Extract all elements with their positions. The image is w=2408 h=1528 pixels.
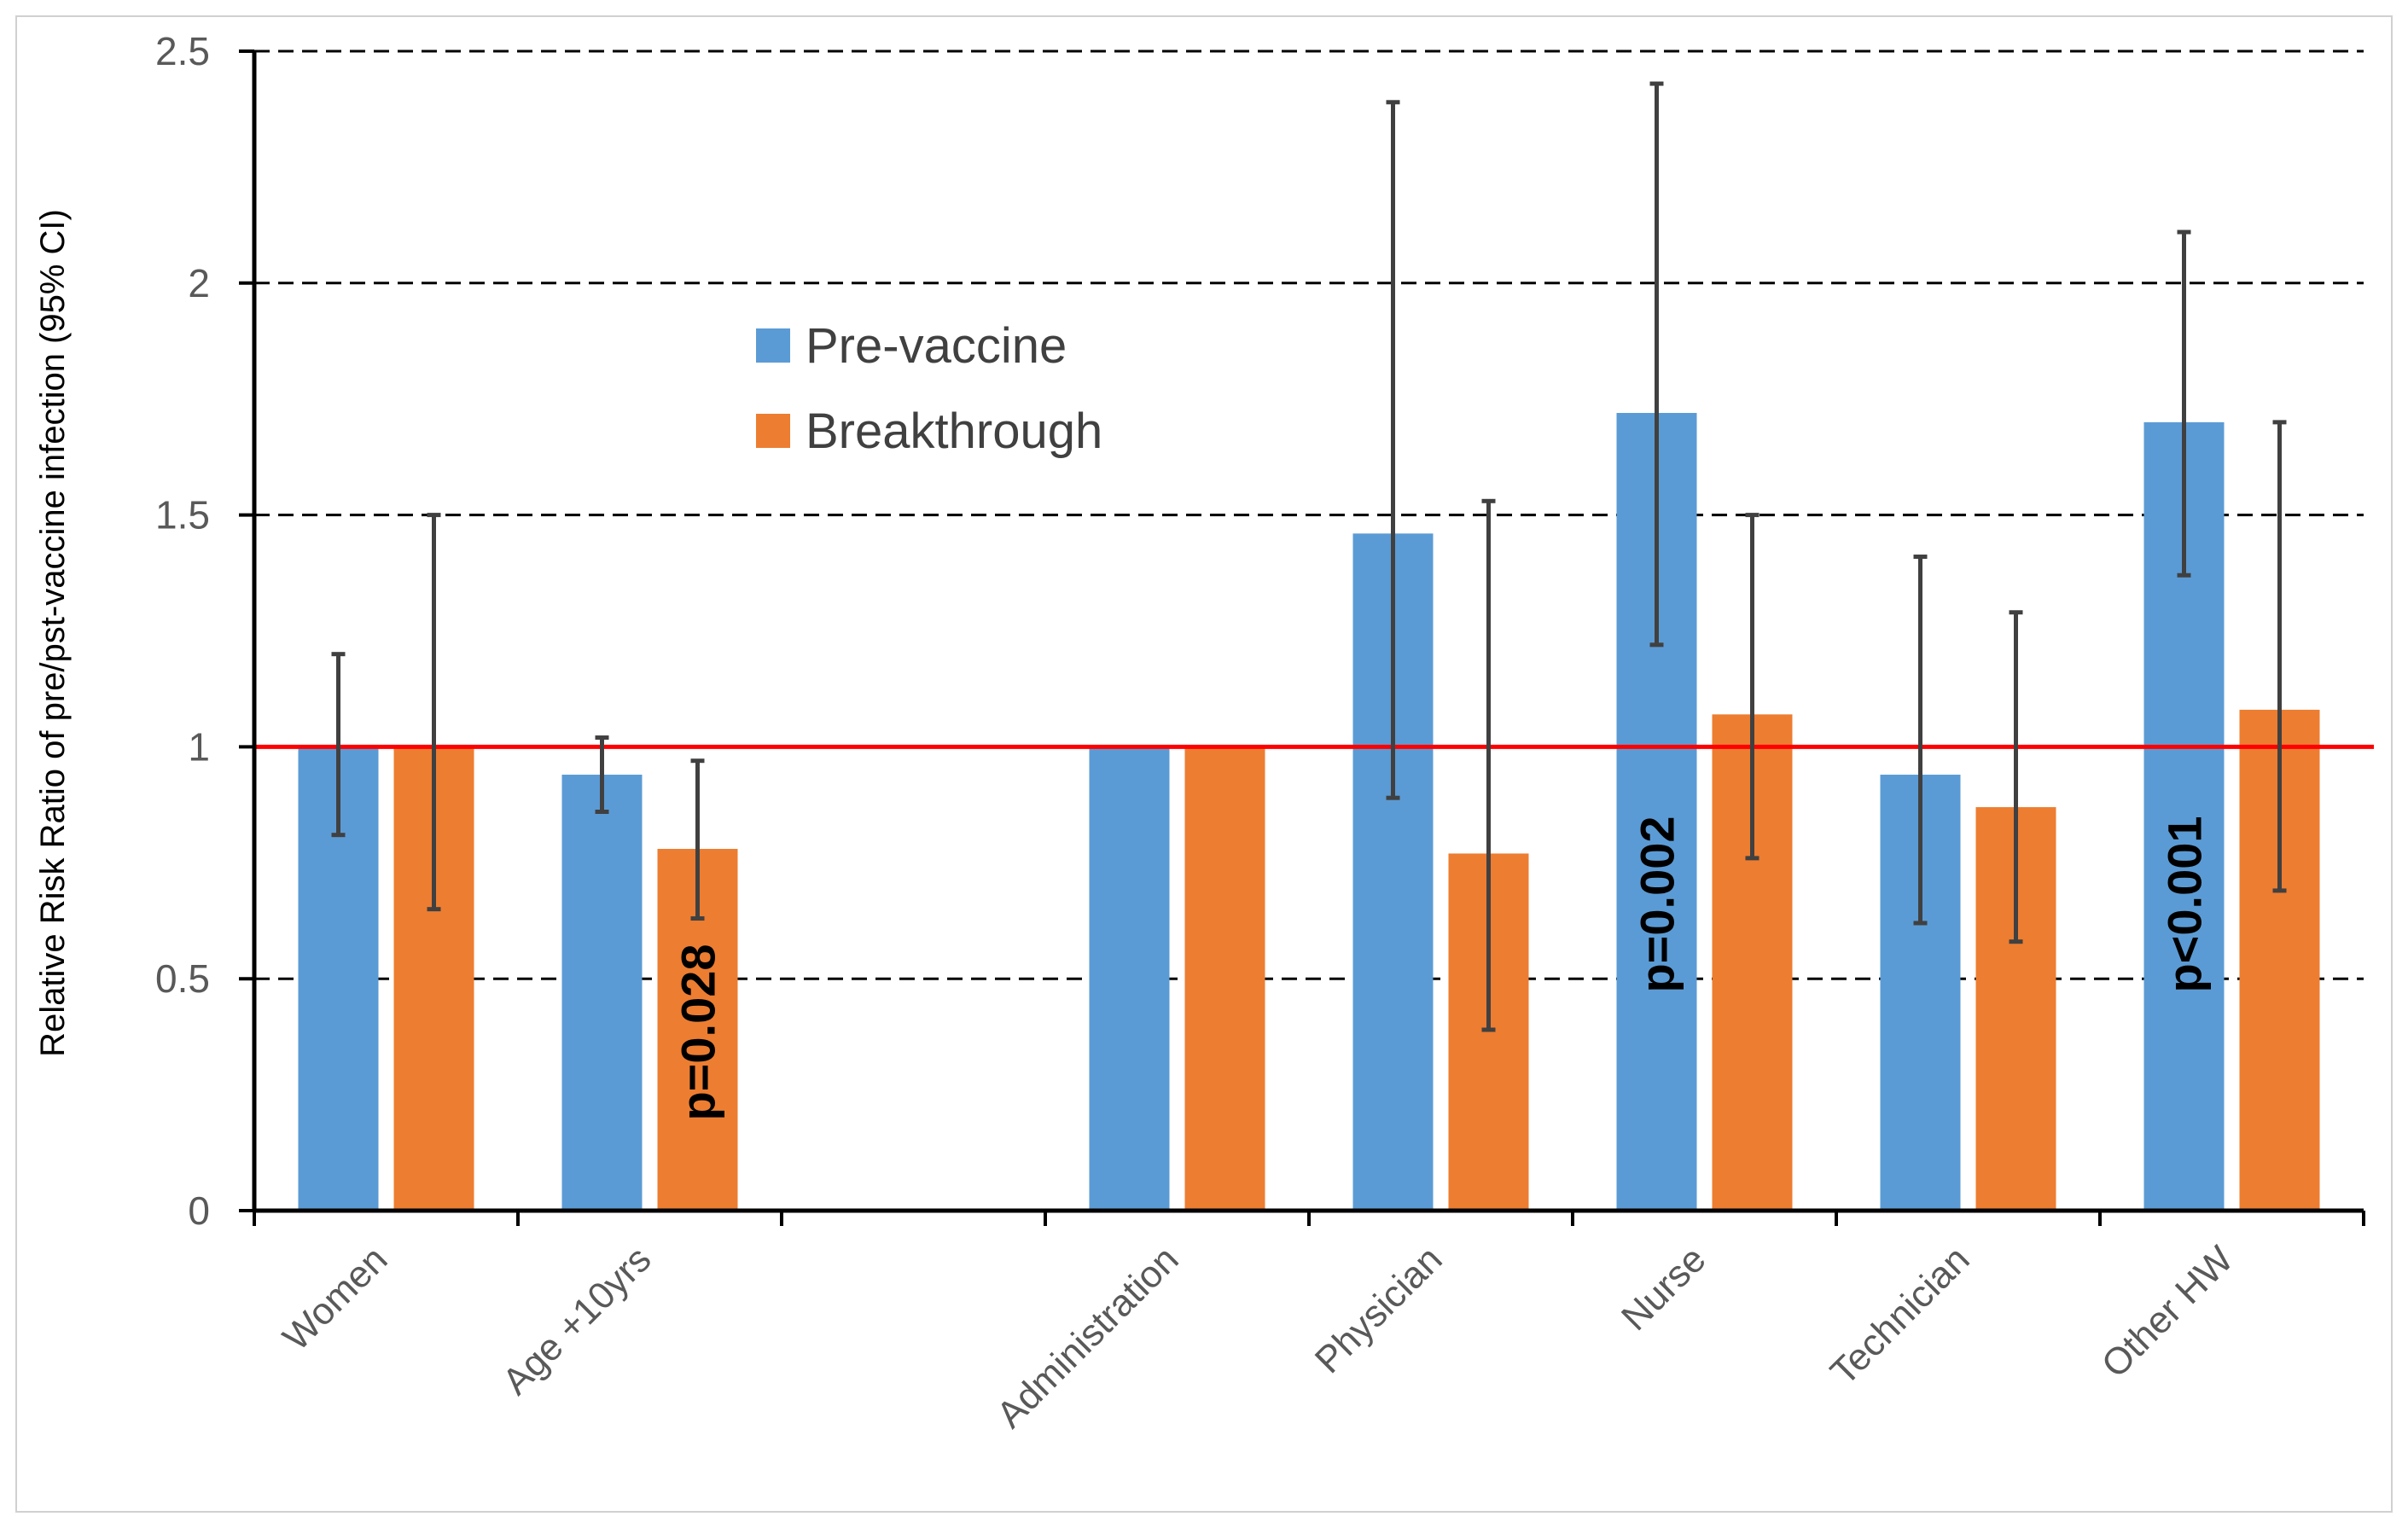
bar-pre-vaccine-1 — [561, 775, 643, 1211]
axes: 0 0.5 1 1.5 2 2.5 Women Age +10yrs Administratio… — [155, 29, 2365, 1436]
p-value-label: p=0.002 — [1631, 816, 1684, 992]
y-tick-label: 0.5 — [155, 956, 210, 1001]
x-tick-label: Other HW — [2094, 1238, 2242, 1386]
legend-swatch-0 — [756, 328, 790, 363]
legend: Pre-vaccine Breakthrough — [756, 318, 1102, 459]
x-tick-label: Administration — [989, 1238, 1187, 1436]
y-tick-label: 1 — [188, 724, 210, 769]
annotations: p=0.028 p=0.002 p<0.001 — [672, 816, 2212, 1120]
y-tick-label: 0 — [188, 1188, 210, 1233]
x-tick-label: Technician — [1823, 1238, 1978, 1393]
bar-breakthrough-3 — [1184, 747, 1265, 1211]
p-value-label: p=0.028 — [672, 944, 725, 1120]
y-tick-label: 2 — [188, 261, 210, 305]
error-bars — [331, 81, 2287, 1032]
x-tick-label: Women — [275, 1238, 395, 1358]
legend-label-1: Breakthrough — [806, 404, 1102, 459]
y-axis-label: Relative Risk Ratio of pre/pst-vaccine i… — [34, 209, 72, 1057]
y-tick-label: 1.5 — [155, 493, 210, 537]
p-value-label: p<0.001 — [2158, 816, 2212, 992]
x-tick-label: Nurse — [1614, 1238, 1714, 1339]
legend-label-0: Pre-vaccine — [806, 318, 1067, 374]
x-tick-label: Physician — [1307, 1238, 1451, 1381]
legend-swatch-1 — [756, 414, 790, 448]
y-tick-label: 2.5 — [155, 29, 210, 73]
x-tick-label: Age +10yrs — [495, 1238, 660, 1403]
bar-pre-vaccine-3 — [1089, 747, 1170, 1211]
bar-chart: 0 0.5 1 1.5 2 2.5 Women Age +10yrs Administratio… — [34, 29, 2374, 1436]
chart-frame: 0 0.5 1 1.5 2 2.5 Women Age +10yrs Administratio… — [15, 15, 2393, 1513]
